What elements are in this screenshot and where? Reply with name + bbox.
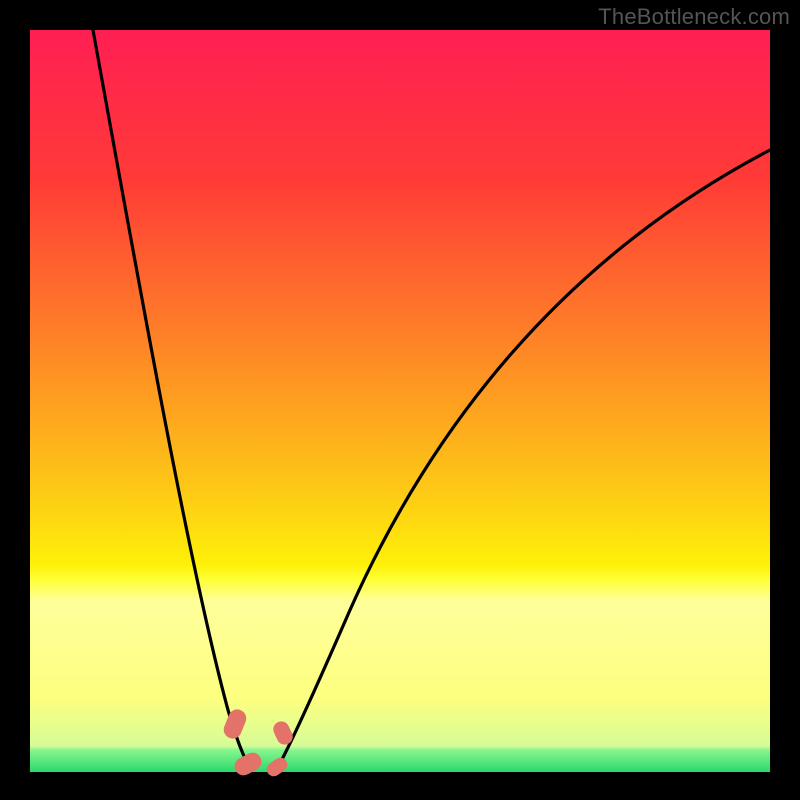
curve-marker xyxy=(231,749,264,778)
curve-layer xyxy=(30,30,770,772)
right-curve xyxy=(279,150,770,765)
curve-marker xyxy=(221,707,249,742)
left-curve xyxy=(93,30,249,765)
curve-marker xyxy=(264,755,290,779)
watermark-text: TheBottleneck.com xyxy=(598,4,790,30)
curve-marker xyxy=(271,719,296,748)
bottleneck-chart xyxy=(30,30,770,772)
